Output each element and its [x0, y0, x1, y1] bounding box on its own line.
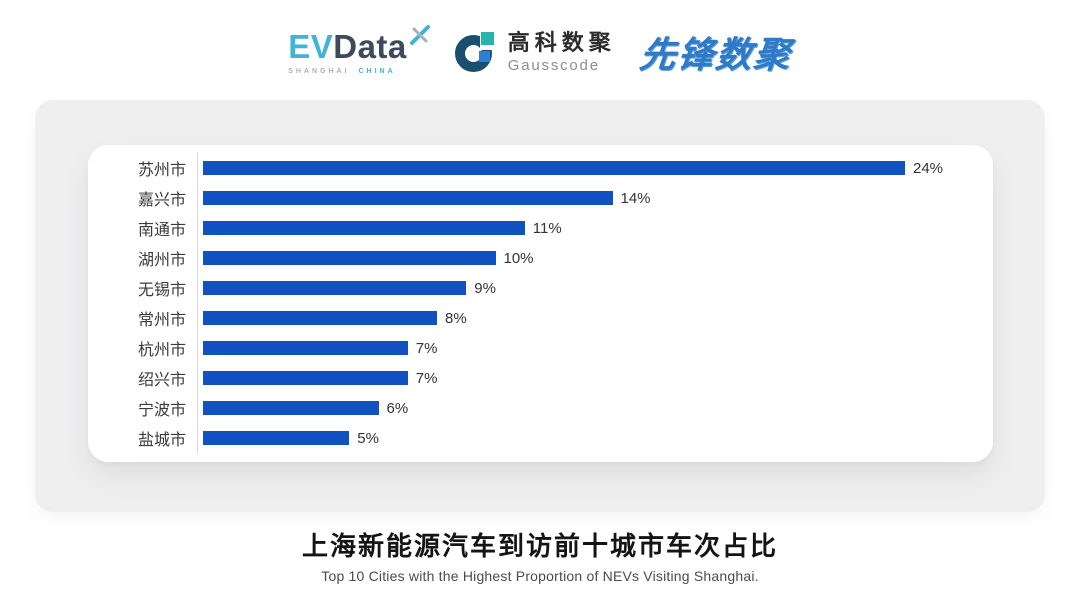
category-label: 常州市: [137, 312, 186, 329]
bar: [203, 311, 437, 325]
gausscode-g-icon: [454, 28, 500, 76]
gausscode-cn-text: 高科数聚: [507, 29, 616, 55]
footer: 上海新能源汽车到访前十城市车次占比 Top 10 Cities with the…: [0, 531, 1080, 584]
value-label: 8%: [445, 309, 467, 327]
bar-area: 7%: [197, 333, 987, 363]
gausscode-logo: 高科数聚 Gausscode: [454, 28, 616, 76]
chart-title: 上海新能源汽车到访前十城市车次占比: [301, 531, 778, 561]
evdata-data-text: Data: [333, 27, 407, 65]
gausscode-en-text: Gausscode: [507, 56, 600, 74]
chart-row: 绍兴市 7%: [98, 363, 987, 393]
chart-row: 湖州市 10%: [98, 243, 987, 273]
category-label: 宁波市: [137, 402, 186, 419]
category-label: 杭州市: [137, 342, 186, 359]
bar: [203, 161, 905, 175]
category-label: 苏州市: [137, 162, 186, 179]
chart-subtitle: Top 10 Cities with the Highest Proportio…: [321, 568, 759, 585]
bar-area: 9%: [197, 273, 987, 303]
value-label: 11%: [532, 219, 562, 237]
bar: [203, 431, 350, 445]
chart-row: 无锡市 9%: [98, 273, 987, 303]
bar-chart: 苏州市 24% 嘉兴市 14% 南通市 11% 湖州市 10% 无锡市 9% 常州市 8% 杭州市 7% 绍…: [98, 153, 987, 453]
bar-area: 14%: [197, 183, 987, 213]
bar: [203, 401, 379, 415]
gausscode-text: 高科数聚 Gausscode: [507, 29, 616, 74]
bar: [203, 371, 408, 385]
bar-area: 10%: [197, 243, 987, 273]
chart-row: 苏州市 24%: [98, 153, 987, 183]
chart-row: 嘉兴市 14%: [98, 183, 987, 213]
value-label: 5%: [357, 429, 379, 447]
evdata-shanghai-text: SHANGHAI: [288, 67, 350, 75]
bar: [203, 281, 467, 295]
xianfeng-logo: 先锋数聚: [637, 34, 794, 75]
bar: [203, 251, 496, 265]
value-label: 9%: [474, 279, 496, 297]
evdata-logo: EV Data SHANGHAI CHINA: [288, 24, 431, 75]
bar-area: 7%: [197, 363, 987, 393]
category-label: 嘉兴市: [137, 192, 186, 209]
evdata-x-icon: [409, 24, 430, 45]
value-label: 7%: [415, 339, 438, 357]
bar: [203, 341, 408, 355]
category-label: 绍兴市: [137, 372, 186, 389]
category-label: 南通市: [137, 222, 186, 239]
bar-area: 24%: [197, 153, 987, 183]
category-label: 无锡市: [137, 282, 186, 299]
category-label: 盐城市: [137, 432, 186, 449]
chart-outer-panel: 苏州市 24% 嘉兴市 14% 南通市 11% 湖州市 10% 无锡市 9% 常州市 8% 杭州市 7% 绍…: [35, 100, 1045, 512]
value-label: 6%: [386, 399, 409, 417]
chart-row: 常州市 8%: [98, 303, 987, 333]
evdata-ev-text: EV: [288, 27, 334, 65]
evdata-china-text: CHINA: [358, 67, 396, 75]
chart-row: 宁波市 6%: [98, 393, 987, 423]
evdata-wordmark: EV Data: [288, 24, 431, 65]
chart-row: 盐城市 5%: [98, 423, 987, 453]
bar: [203, 191, 613, 205]
value-label: 10%: [503, 249, 534, 267]
evdata-subtext: SHANGHAI CHINA: [288, 68, 431, 75]
bar-area: 6%: [197, 393, 987, 423]
header-logos: EV Data SHANGHAI CHINA 高科数聚 Gausscode 先锋数…: [0, 20, 1080, 84]
bar-area: 5%: [197, 423, 987, 453]
value-label: 14%: [620, 189, 651, 207]
value-label: 24%: [913, 159, 944, 177]
bar-area: 11%: [197, 213, 987, 243]
value-label: 7%: [415, 369, 438, 387]
bar-area: 8%: [197, 303, 987, 333]
chart-card: 苏州市 24% 嘉兴市 14% 南通市 11% 湖州市 10% 无锡市 9% 常州市 8% 杭州市 7% 绍…: [88, 145, 993, 462]
bar: [203, 221, 525, 235]
category-label: 湖州市: [137, 252, 186, 269]
chart-row: 杭州市 7%: [98, 333, 987, 363]
chart-row: 南通市 11%: [98, 213, 987, 243]
